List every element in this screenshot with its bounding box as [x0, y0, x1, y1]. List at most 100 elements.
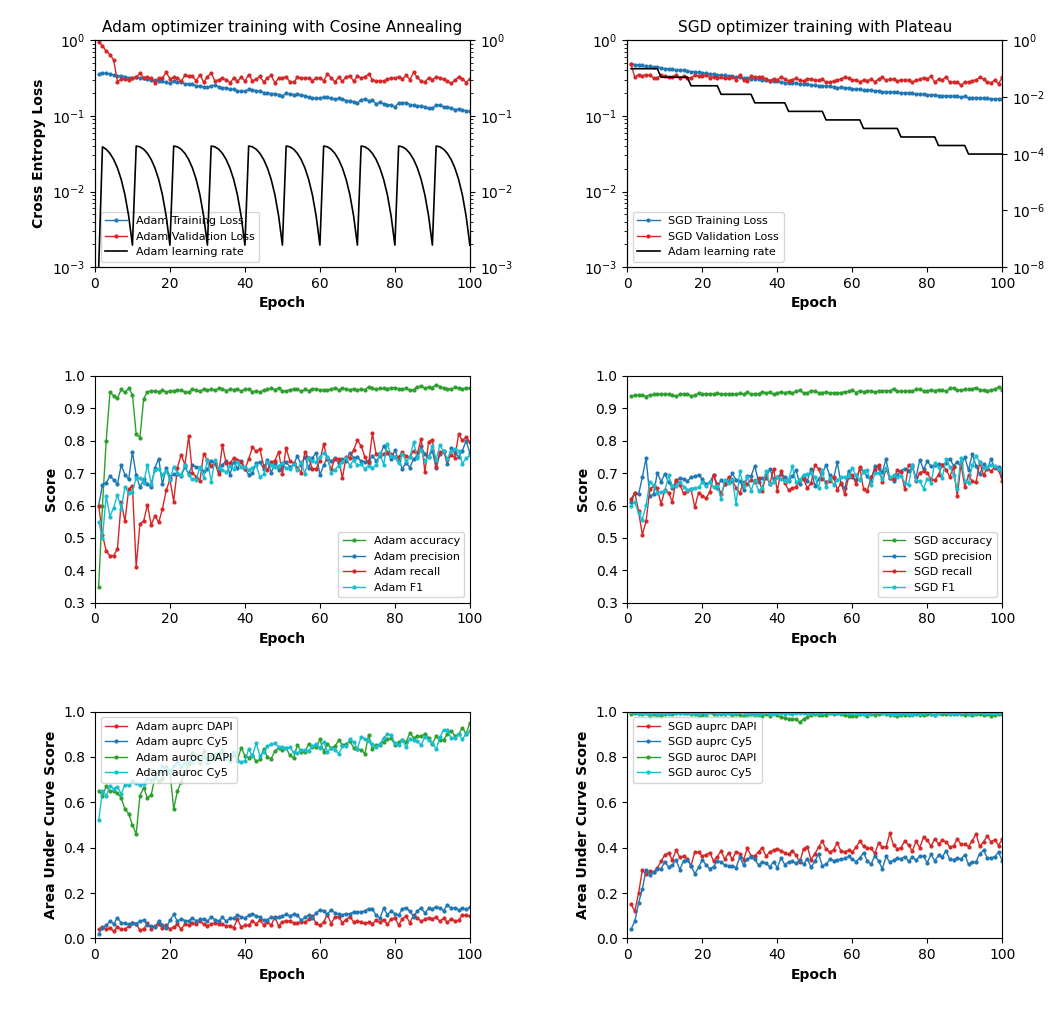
SGD F1: [714, 492, 727, 504]
SGD recall: [820, 475, 832, 487]
Adam auprc Cy5: [164, 914, 176, 926]
Line: Adam Training Loss: Adam Training Loss: [97, 72, 472, 113]
Adam auprc Cy5: [448, 902, 461, 914]
SGD F1: [625, 499, 637, 512]
Adam auroc Cy5: [178, 758, 191, 770]
Adam auprc DAPI: [318, 916, 330, 928]
X-axis label: Epoch: Epoch: [791, 968, 839, 982]
SGD auroc DAPI: [714, 707, 727, 719]
Adam precision: [93, 499, 106, 512]
Adam precision: [284, 461, 296, 473]
SGD auprc DAPI: [699, 849, 712, 861]
Adam Training Loss: [287, 89, 300, 101]
SGD Validation Loss: [696, 70, 709, 82]
Line: Adam auroc Cy5: Adam auroc Cy5: [97, 728, 472, 822]
SGD Validation Loss: [711, 73, 724, 85]
SGD auroc DAPI: [704, 706, 716, 718]
SGD auroc Cy5: [984, 707, 997, 719]
Adam precision: [434, 448, 446, 460]
Adam learning rate: [996, 148, 1009, 160]
Adam learning rate: [970, 148, 982, 160]
X-axis label: Epoch: Epoch: [791, 297, 839, 311]
Adam Training Loss: [318, 91, 330, 103]
SGD auroc DAPI: [793, 716, 806, 728]
Title: SGD optimizer training with Plateau: SGD optimizer training with Plateau: [677, 20, 952, 35]
SGD F1: [636, 514, 649, 526]
Adam auroc DAPI: [130, 828, 142, 840]
Adam F1: [168, 460, 180, 472]
Adam accuracy: [178, 385, 191, 398]
Adam learning rate: [130, 140, 142, 152]
SGD recall: [970, 476, 982, 488]
Title: Adam optimizer training with Cosine Annealing: Adam optimizer training with Cosine Anne…: [102, 20, 462, 35]
SGD auroc DAPI: [824, 707, 837, 719]
SGD F1: [996, 463, 1009, 475]
Adam recall: [441, 454, 454, 466]
Adam Training Loss: [463, 105, 476, 117]
Adam F1: [318, 447, 330, 459]
SGD auprc DAPI: [883, 827, 896, 839]
SGD Validation Loss: [996, 72, 1009, 84]
Adam Validation Loss: [437, 74, 449, 86]
Adam Validation Loss: [448, 75, 461, 87]
Adam Validation Loss: [93, 36, 106, 48]
SGD auprc Cy5: [711, 855, 724, 867]
Adam auprc DAPI: [93, 923, 106, 935]
SGD F1: [974, 456, 986, 468]
Adam auprc DAPI: [168, 921, 180, 933]
Adam recall: [463, 436, 476, 448]
SGD accuracy: [849, 386, 862, 399]
Adam Validation Loss: [149, 78, 161, 90]
Adam learning rate: [448, 161, 461, 174]
Line: Adam auroc DAPI: Adam auroc DAPI: [97, 721, 472, 835]
SGD accuracy: [981, 384, 994, 397]
Adam auroc Cy5: [93, 814, 106, 826]
Adam auroc DAPI: [437, 734, 449, 746]
SGD recall: [849, 478, 862, 490]
SGD accuracy: [714, 388, 727, 401]
Adam precision: [460, 435, 473, 447]
Legend: Adam accuracy, Adam precision, Adam recall, Adam F1: Adam accuracy, Adam precision, Adam reca…: [338, 532, 464, 597]
SGD auprc DAPI: [714, 845, 727, 857]
Adam auroc Cy5: [448, 733, 461, 745]
Adam auprc DAPI: [183, 919, 195, 931]
Y-axis label: Area Under Curve Score: Area Under Curve Score: [576, 731, 590, 919]
Line: SGD auroc DAPI: SGD auroc DAPI: [630, 711, 1003, 723]
Line: Adam learning rate: Adam learning rate: [99, 146, 469, 267]
SGD auprc DAPI: [820, 844, 832, 856]
SGD accuracy: [820, 386, 832, 399]
SGD auprc Cy5: [816, 860, 828, 872]
SGD recall: [984, 465, 997, 477]
Adam accuracy: [93, 580, 106, 592]
SGD accuracy: [992, 381, 1004, 394]
SGD auprc Cy5: [981, 852, 994, 864]
SGD accuracy: [639, 390, 652, 403]
SGD auprc DAPI: [996, 833, 1009, 846]
SGD auprc Cy5: [696, 854, 709, 866]
SGD Validation Loss: [955, 80, 967, 92]
SGD auroc Cy5: [958, 705, 971, 717]
SGD auprc Cy5: [996, 855, 1009, 867]
SGD Training Loss: [816, 80, 828, 92]
Line: SGD accuracy: SGD accuracy: [630, 385, 1003, 398]
Line: SGD Training Loss: SGD Training Loss: [630, 63, 1003, 101]
SGD precision: [970, 460, 982, 472]
Line: Adam auprc Cy5: Adam auprc Cy5: [97, 903, 472, 935]
SGD auprc Cy5: [625, 923, 637, 935]
Adam learning rate: [463, 239, 476, 251]
Line: SGD auprc DAPI: SGD auprc DAPI: [630, 831, 1003, 912]
SGD auroc DAPI: [696, 708, 709, 720]
Adam auroc DAPI: [168, 803, 180, 815]
SGD auroc Cy5: [711, 708, 724, 720]
Y-axis label: Score: Score: [43, 467, 58, 512]
Adam precision: [178, 461, 191, 473]
Adam auroc Cy5: [164, 767, 176, 779]
Adam accuracy: [313, 384, 326, 397]
Adam recall: [168, 495, 180, 508]
X-axis label: Epoch: Epoch: [258, 297, 306, 311]
Adam Validation Loss: [183, 71, 195, 83]
Adam auroc Cy5: [437, 723, 449, 736]
Adam auprc Cy5: [463, 901, 476, 913]
SGD Validation Loss: [846, 74, 859, 86]
Line: Adam auprc DAPI: Adam auprc DAPI: [97, 913, 472, 932]
